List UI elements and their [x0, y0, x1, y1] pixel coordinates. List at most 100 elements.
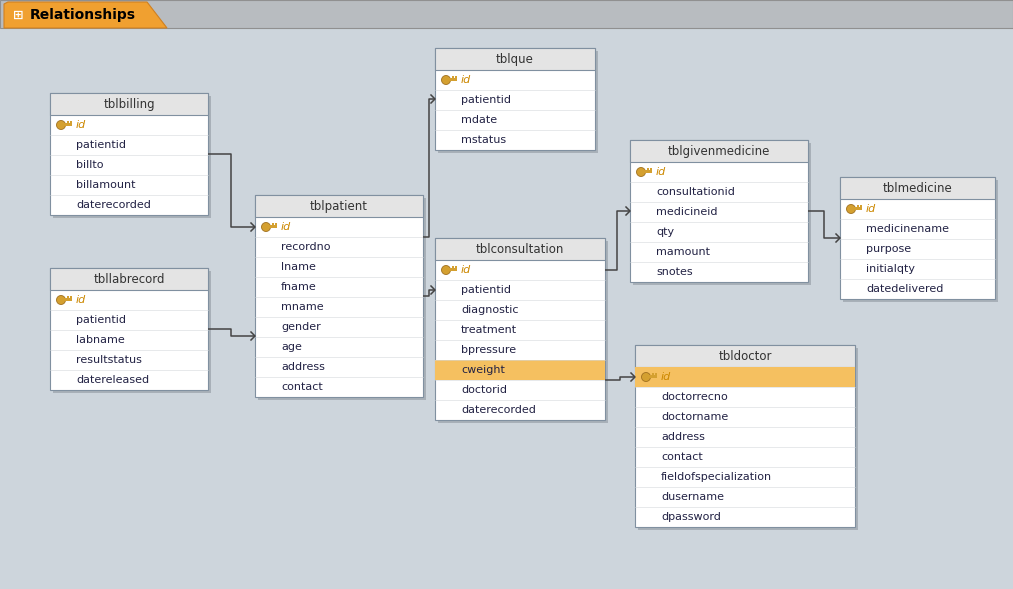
Text: ⊞: ⊞ [13, 8, 23, 22]
Text: id: id [866, 204, 876, 214]
Text: mstatus: mstatus [461, 135, 506, 145]
Bar [50, 268, 208, 290]
Bar [275, 223, 277, 225]
Bar [50, 93, 208, 215]
Circle shape [636, 167, 645, 177]
Bar [647, 167, 649, 170]
Text: tbllabrecord: tbllabrecord [93, 273, 165, 286]
Bar [63, 298, 72, 300]
Bar [652, 372, 654, 375]
Text: qty: qty [656, 227, 674, 237]
Bar [448, 268, 457, 270]
Text: tblbilling: tblbilling [103, 98, 155, 111]
Circle shape [442, 266, 451, 274]
Text: id: id [76, 120, 86, 130]
Bar [650, 167, 652, 170]
Bar [50, 268, 208, 390]
Text: billto: billto [76, 160, 103, 170]
Bar [860, 204, 862, 207]
Text: tblmedicine: tblmedicine [882, 181, 952, 194]
Bar [67, 296, 69, 298]
Text: dpassword: dpassword [661, 512, 721, 522]
Text: snotes: snotes [656, 267, 693, 277]
Bar [635, 367, 855, 387]
Text: billamount: billamount [76, 180, 136, 190]
Bar [643, 170, 652, 173]
Text: contact: contact [281, 382, 323, 392]
Text: fieldofspecialization: fieldofspecialization [661, 472, 772, 482]
Text: tblpatient: tblpatient [310, 200, 368, 213]
Text: dusername: dusername [661, 492, 724, 502]
Text: address: address [281, 362, 325, 372]
Text: id: id [461, 265, 471, 275]
Text: id: id [661, 372, 672, 382]
Bar [635, 345, 855, 367]
Text: purpose: purpose [866, 244, 911, 254]
Bar [452, 266, 454, 268]
Text: patientid: patientid [461, 285, 511, 295]
Text: tblque: tblque [496, 52, 534, 65]
Circle shape [57, 121, 66, 130]
Text: medicineid: medicineid [656, 207, 717, 217]
Bar [448, 78, 457, 81]
Bar [452, 75, 454, 78]
Bar [455, 75, 457, 78]
Text: gender: gender [281, 322, 321, 332]
Bar [258, 198, 426, 400]
Text: id: id [76, 295, 86, 305]
Circle shape [57, 296, 66, 305]
Text: patientid: patientid [76, 140, 126, 150]
Bar [268, 225, 277, 227]
Bar [50, 93, 208, 115]
Text: id: id [656, 167, 667, 177]
Bar [70, 296, 72, 298]
Polygon shape [4, 2, 167, 28]
Bar [438, 241, 608, 423]
Text: datereleased: datereleased [76, 375, 149, 385]
Text: daterecorded: daterecorded [461, 405, 536, 415]
Bar [63, 123, 72, 125]
Text: cweight: cweight [461, 365, 504, 375]
Bar [635, 345, 855, 527]
Bar [435, 238, 605, 260]
Bar [843, 180, 998, 302]
Text: bpressure: bpressure [461, 345, 517, 355]
Text: recordno: recordno [281, 242, 330, 252]
Text: consultationid: consultationid [656, 187, 734, 197]
Bar [435, 48, 595, 70]
Text: contact: contact [661, 452, 703, 462]
Text: medicinename: medicinename [866, 224, 949, 234]
Text: tblconsultation: tblconsultation [476, 243, 564, 256]
Text: doctorname: doctorname [661, 412, 728, 422]
Bar [272, 223, 274, 225]
Text: mdate: mdate [461, 115, 497, 125]
Bar [53, 96, 211, 218]
Bar [633, 143, 811, 285]
Bar [455, 266, 457, 268]
Text: daterecorded: daterecorded [76, 200, 151, 210]
Bar [255, 195, 423, 217]
Bar [70, 121, 72, 123]
Bar [255, 195, 423, 397]
Text: tbldoctor: tbldoctor [718, 349, 772, 362]
Bar [435, 48, 595, 150]
Circle shape [442, 75, 451, 84]
Text: mname: mname [281, 302, 323, 312]
Bar [435, 238, 605, 420]
Text: patientid: patientid [76, 315, 126, 325]
Bar [857, 204, 859, 207]
Text: id: id [461, 75, 471, 85]
Text: tblgivenmedicine: tblgivenmedicine [668, 144, 770, 157]
Text: datedelivered: datedelivered [866, 284, 943, 294]
Text: doctorrecno: doctorrecno [661, 392, 727, 402]
Text: patientid: patientid [461, 95, 511, 105]
Bar [67, 121, 69, 123]
Text: diagnostic: diagnostic [461, 305, 519, 315]
Bar [638, 348, 858, 530]
Text: id: id [281, 222, 292, 232]
Bar [53, 271, 211, 393]
Text: resultstatus: resultstatus [76, 355, 142, 365]
Circle shape [847, 204, 856, 213]
Bar [630, 140, 808, 162]
Bar [648, 375, 657, 378]
